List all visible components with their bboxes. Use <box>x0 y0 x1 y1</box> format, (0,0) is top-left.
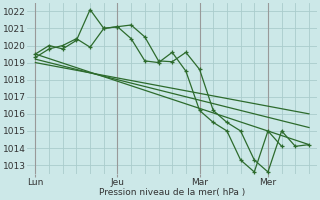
X-axis label: Pression niveau de la mer( hPa ): Pression niveau de la mer( hPa ) <box>99 188 245 197</box>
